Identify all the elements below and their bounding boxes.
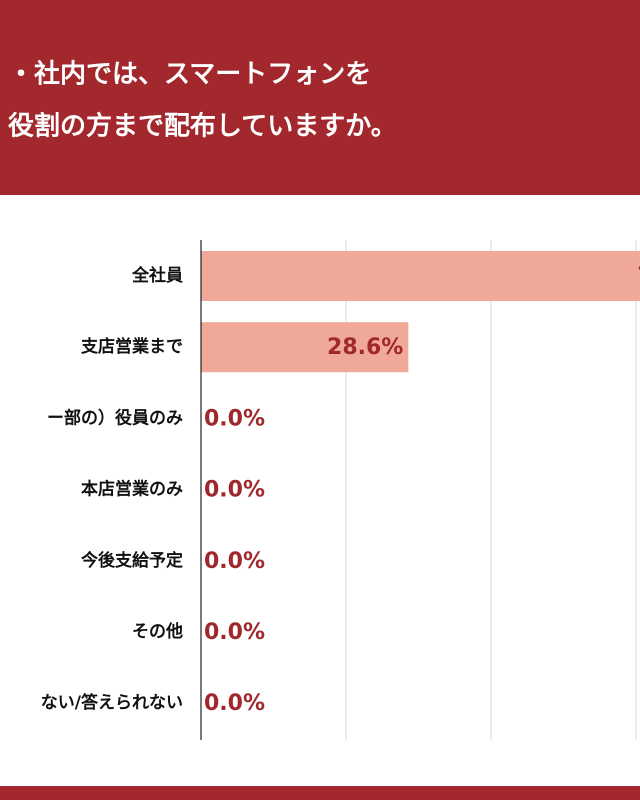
value-label: 0.0% (204, 478, 265, 503)
value-label: 0.0% (204, 549, 265, 574)
y-tick-label: ー部の）役員のみ (47, 407, 183, 428)
y-tick-label: 本店営業のみ (81, 479, 183, 500)
value-label: 28.6% (327, 335, 403, 360)
bar (201, 322, 409, 373)
bar (201, 251, 640, 301)
y-tick-label: その他 (132, 621, 183, 642)
y-tick-label: 支店営業まで (81, 336, 183, 357)
y-tick-label: ない/答えられない (41, 692, 183, 713)
value-label: 0.0% (204, 691, 265, 716)
y-tick-label: 全社員 (131, 265, 183, 286)
chart-title: ・社内では、スマートフォンを (8, 59, 371, 90)
value-label: 0.0% (204, 406, 265, 431)
value-label: 71.4% (637, 264, 640, 289)
footer-band (0, 786, 640, 800)
value-label: 0.0% (204, 620, 265, 645)
y-tick-label: 今後支給予定 (81, 550, 183, 571)
header (0, 0, 640, 195)
chart-title: 役割の方まで配布していますか。 (8, 111, 397, 142)
